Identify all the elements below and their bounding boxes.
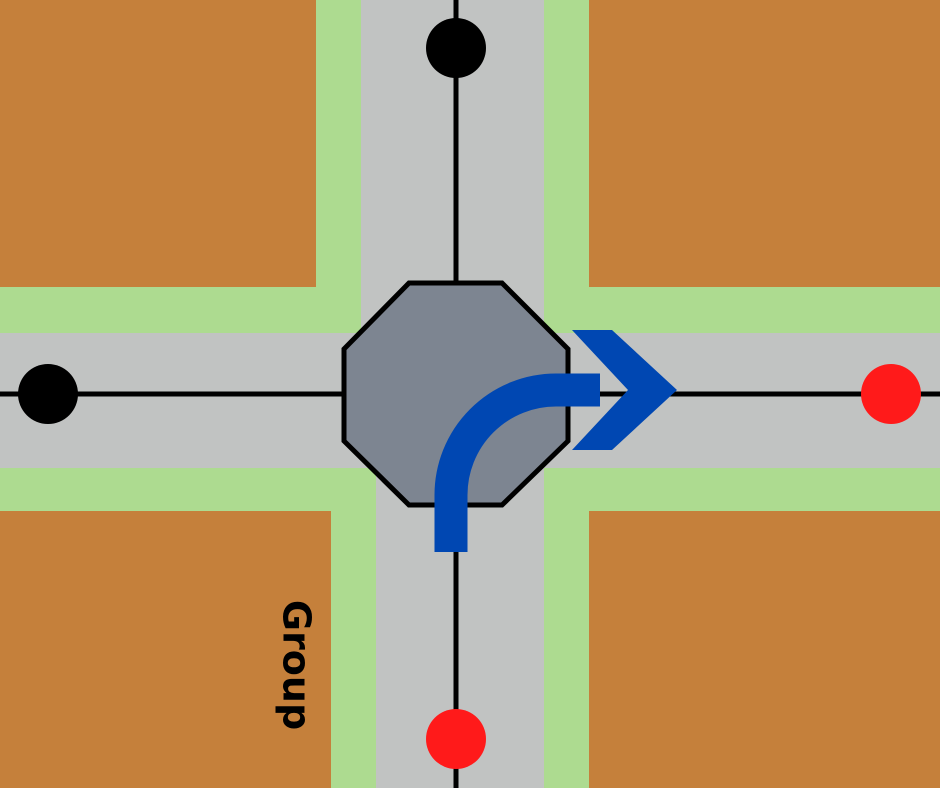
right-turn-arrow-icon	[434, 330, 677, 552]
block-bottom-right	[589, 511, 940, 788]
endpoint-south[interactable]	[426, 709, 486, 769]
endpoint-north[interactable]	[426, 18, 486, 78]
endpoint-east[interactable]	[861, 364, 921, 424]
intersection-octagon-icon[interactable]	[341, 280, 571, 508]
block-top-left	[0, 0, 316, 287]
block-bottom-left	[0, 511, 331, 788]
block-label-group: Group	[275, 600, 319, 730]
block-top-right	[589, 0, 940, 287]
endpoint-west[interactable]	[18, 364, 78, 424]
